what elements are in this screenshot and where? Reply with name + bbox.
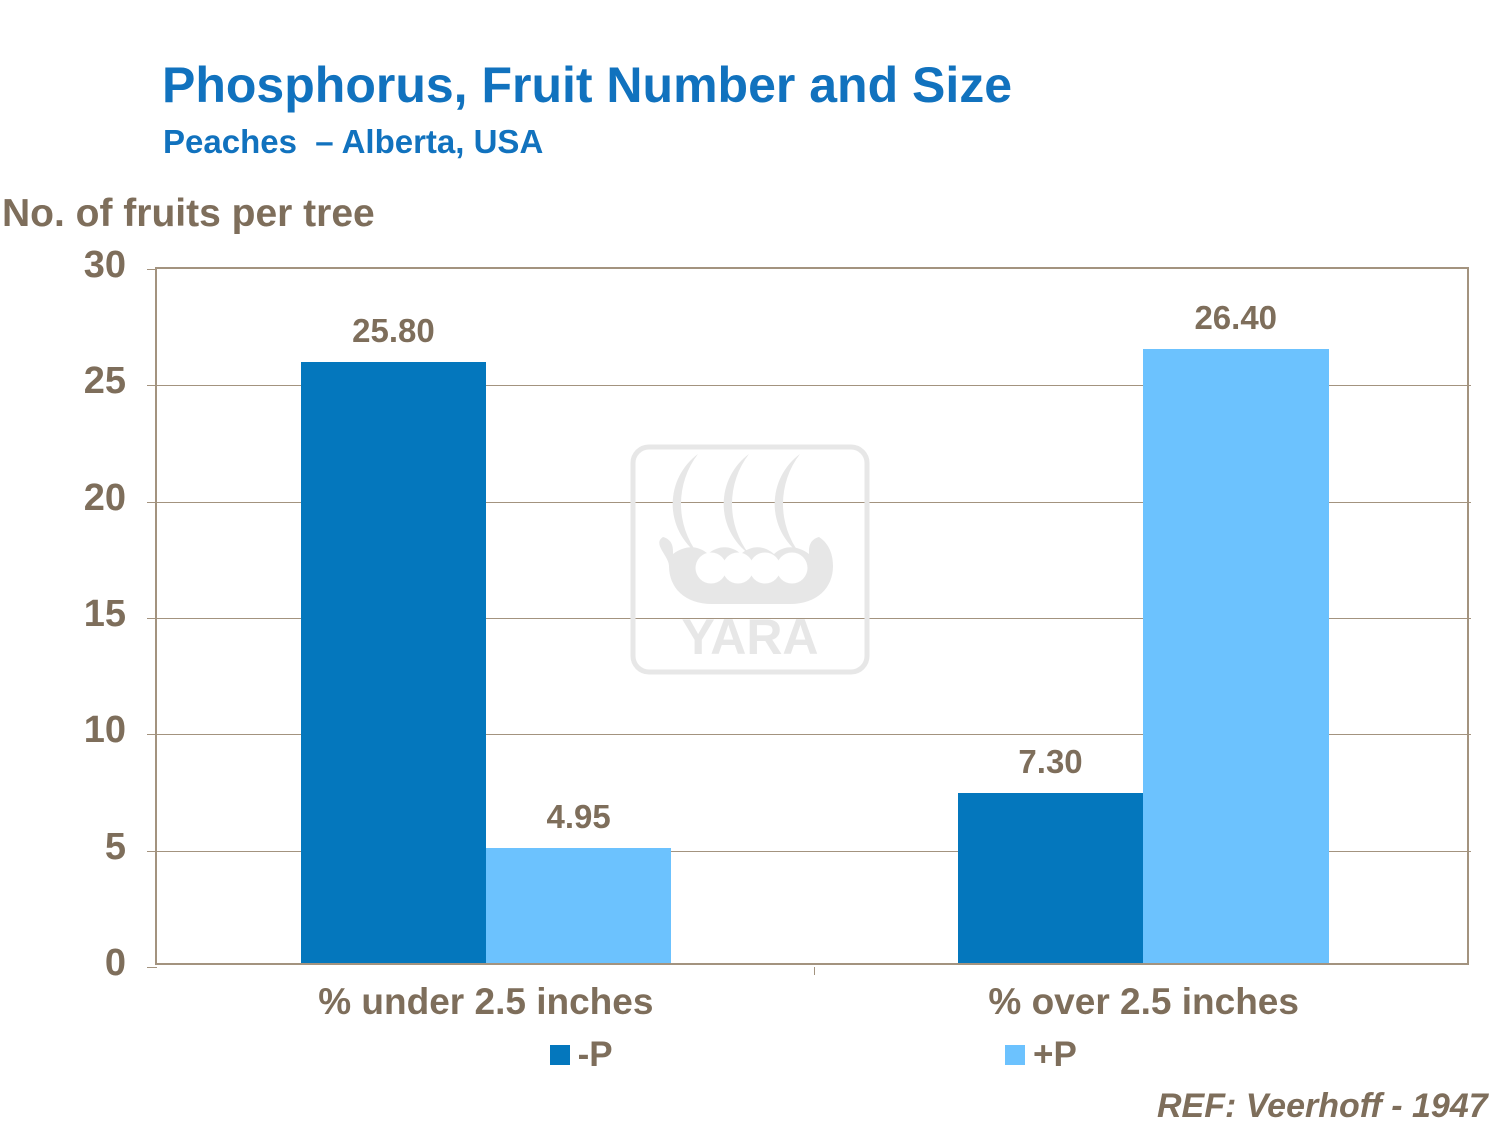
svg-text:YARA: YARA — [681, 609, 818, 665]
